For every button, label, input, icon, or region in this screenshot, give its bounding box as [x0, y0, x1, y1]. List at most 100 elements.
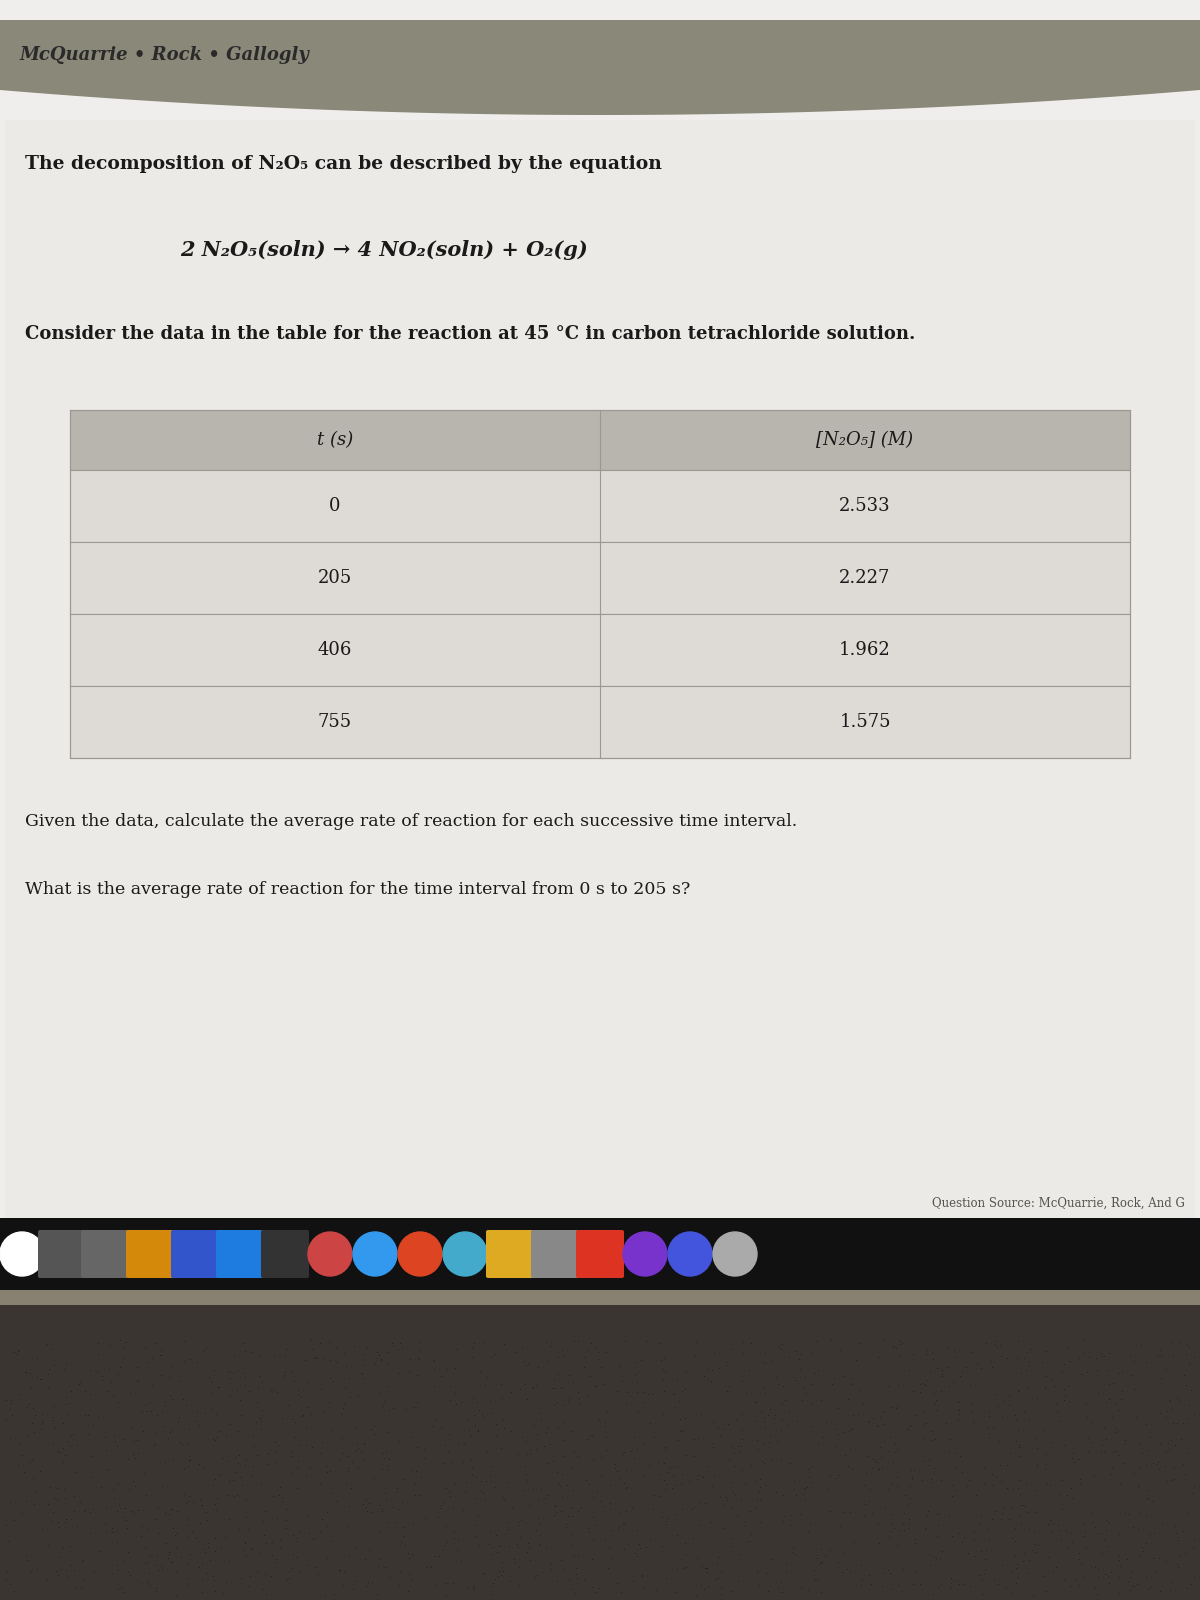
Point [840, 1437, 859, 1462]
Point [902, 1464, 922, 1490]
Point [1099, 1341, 1118, 1366]
Point [530, 1531, 550, 1557]
Point [870, 1531, 889, 1557]
Point [1109, 1565, 1128, 1590]
Point [686, 1582, 706, 1600]
Point [884, 1515, 904, 1541]
Point [284, 1368, 304, 1394]
Point [282, 1438, 301, 1464]
Point [466, 1485, 485, 1510]
Point [628, 1370, 647, 1395]
Point [665, 1454, 684, 1480]
Point [326, 1334, 346, 1360]
Point [488, 1563, 508, 1589]
Point [178, 1571, 197, 1597]
Point [1142, 1488, 1162, 1514]
Point [493, 1558, 512, 1584]
Point [473, 1330, 492, 1355]
Point [1180, 1392, 1199, 1418]
Point [302, 1526, 322, 1552]
Point [688, 1546, 707, 1571]
Point [722, 1526, 742, 1552]
Point [139, 1560, 158, 1586]
Point [1015, 1346, 1034, 1371]
Point [608, 1517, 628, 1542]
Point [808, 1566, 827, 1592]
Point [764, 1405, 784, 1430]
Point [84, 1496, 103, 1522]
Point [386, 1480, 406, 1506]
Point [2, 1402, 22, 1427]
Point [1132, 1331, 1151, 1357]
Point [389, 1429, 408, 1454]
Point [901, 1458, 920, 1483]
Point [559, 1504, 578, 1530]
Point [569, 1542, 588, 1568]
Point [1165, 1514, 1184, 1539]
Point [108, 1518, 127, 1544]
Point [166, 1522, 185, 1547]
Point [665, 1394, 684, 1419]
Point [577, 1467, 596, 1493]
Point [392, 1514, 412, 1539]
Point [248, 1389, 268, 1414]
Point [638, 1381, 658, 1406]
Point [804, 1557, 823, 1582]
Point [0, 1512, 16, 1538]
Point [1176, 1461, 1195, 1486]
Point [1069, 1573, 1088, 1598]
Point [917, 1502, 936, 1528]
Point [527, 1373, 546, 1398]
Point [1147, 1451, 1166, 1477]
Point [161, 1382, 180, 1408]
Point [240, 1563, 259, 1589]
Point [216, 1570, 235, 1595]
Point [820, 1462, 839, 1488]
Point [282, 1459, 301, 1485]
Point [434, 1450, 454, 1475]
Point [1019, 1354, 1038, 1379]
Point [581, 1422, 600, 1448]
Point [103, 1382, 122, 1408]
Point [106, 1429, 125, 1454]
FancyBboxPatch shape [530, 1230, 580, 1278]
Point [924, 1544, 943, 1570]
Point [275, 1358, 294, 1384]
Point [336, 1374, 355, 1400]
Point [613, 1512, 632, 1538]
Point [553, 1427, 572, 1453]
Point [1003, 1525, 1022, 1550]
Point [137, 1392, 156, 1418]
Point [775, 1387, 794, 1413]
Point [911, 1379, 930, 1405]
Circle shape [623, 1232, 667, 1277]
Point [932, 1362, 952, 1387]
Point [802, 1413, 821, 1438]
Point [720, 1448, 739, 1474]
Point [502, 1379, 521, 1405]
Point [732, 1427, 751, 1453]
Point [926, 1523, 946, 1549]
Point [437, 1475, 456, 1501]
Point [607, 1458, 626, 1483]
Point [37, 1331, 56, 1357]
Point [770, 1579, 790, 1600]
Point [275, 1362, 294, 1387]
Point [114, 1334, 133, 1360]
Point [835, 1442, 854, 1467]
Point [709, 1414, 728, 1440]
Point [961, 1390, 980, 1416]
Point [539, 1347, 558, 1373]
Point [1009, 1502, 1028, 1528]
Point [748, 1427, 767, 1453]
Point [34, 1408, 53, 1434]
Point [323, 1480, 342, 1506]
Point [379, 1397, 398, 1422]
Point [647, 1578, 666, 1600]
Point [65, 1499, 84, 1525]
Point [545, 1493, 564, 1518]
Point [826, 1416, 845, 1442]
Point [1075, 1523, 1094, 1549]
Point [1102, 1454, 1121, 1480]
Point [1004, 1528, 1024, 1554]
